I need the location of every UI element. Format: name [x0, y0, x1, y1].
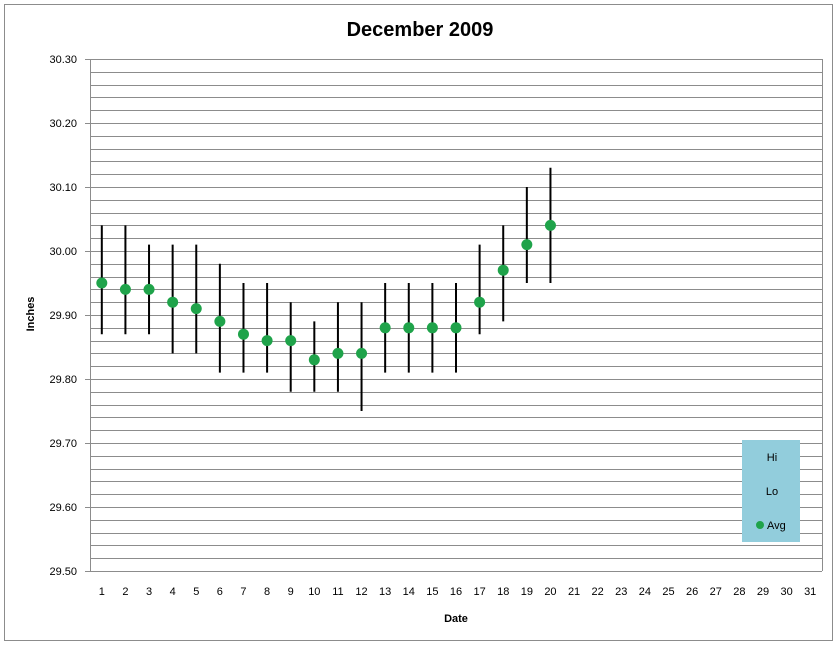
avg-point — [190, 303, 202, 315]
y-tick-label: 29.70 — [49, 438, 77, 450]
y-tick-label: 29.50 — [49, 566, 77, 578]
legend-lo: Lo — [766, 486, 778, 498]
x-tick-label: 9 — [288, 586, 294, 598]
avg-point — [143, 283, 155, 295]
y-axis-label: Inches — [25, 297, 37, 332]
x-tick-label: 30 — [780, 586, 792, 598]
x-tick-label: 10 — [308, 586, 320, 598]
y-tick-label: 29.90 — [49, 310, 77, 322]
legend-avg-marker — [756, 521, 764, 529]
avg-point — [403, 322, 415, 334]
x-tick-label: 19 — [521, 586, 533, 598]
avg-point — [544, 219, 556, 231]
x-tick-label: 13 — [379, 586, 391, 598]
legend-box — [742, 440, 800, 542]
x-tick-label: 12 — [355, 586, 367, 598]
chart-title: December 2009 — [347, 19, 494, 41]
x-tick-label: 29 — [757, 586, 769, 598]
avg-point — [96, 277, 108, 289]
avg-point — [356, 347, 368, 359]
avg-point — [308, 354, 320, 366]
legend: Hi Lo Avg — [742, 440, 800, 542]
x-tick-label: 31 — [804, 586, 816, 598]
avg-point — [285, 335, 297, 347]
x-tick-label: 18 — [497, 586, 509, 598]
avg-point — [214, 315, 226, 327]
avg-point — [497, 264, 509, 276]
y-tick-labels: 29.50 29.60 29.70 29.80 29.90 30.00 30.10 30.20… — [49, 54, 90, 578]
x-tick-label: 21 — [568, 586, 580, 598]
legend-hi: Hi — [767, 452, 777, 464]
x-tick-label: 17 — [473, 586, 485, 598]
y-tick-label: 30.00 — [49, 246, 77, 258]
avg-point — [119, 283, 131, 295]
x-tick-label: 6 — [217, 586, 223, 598]
x-tick-label: 11 — [332, 586, 343, 598]
x-tick-label: 20 — [544, 586, 556, 598]
legend-avg: Avg — [767, 520, 786, 532]
x-tick-label: 7 — [240, 586, 246, 598]
x-tick-labels: 1 2 3 4 5 6 7 8 9 10 11 12 13 14 15 16 17 18 19 20 21 22 23 24 2… — [99, 586, 817, 598]
x-tick-label: 3 — [146, 586, 152, 598]
hi-lo-ranges — [100, 167, 552, 411]
x-tick-label: 14 — [403, 586, 415, 598]
x-tick-label: 4 — [170, 586, 176, 598]
avg-point — [237, 328, 249, 340]
x-tick-label: 25 — [662, 586, 674, 598]
x-tick-label: 5 — [193, 586, 199, 598]
avg-point — [426, 322, 438, 334]
x-tick-label: 27 — [710, 586, 722, 598]
y-tick-label: 29.60 — [49, 502, 77, 514]
x-axis-label: Date — [444, 613, 468, 625]
avg-point — [332, 347, 344, 359]
x-tick-label: 23 — [615, 586, 627, 598]
avg-point — [474, 296, 486, 308]
avg-point — [521, 239, 533, 251]
x-tick-label: 24 — [639, 586, 651, 598]
x-tick-label: 1 — [99, 586, 105, 598]
y-tick-label: 30.20 — [49, 118, 77, 130]
y-tick-label: 29.80 — [49, 374, 77, 386]
y-tick-label: 30.30 — [49, 54, 77, 66]
x-tick-label: 15 — [426, 586, 438, 598]
avg-point — [379, 322, 391, 334]
avg-points — [96, 219, 556, 366]
x-tick-label: 2 — [122, 586, 128, 598]
avg-point — [450, 322, 462, 334]
x-tick-label: 8 — [264, 586, 270, 598]
x-tick-label: 22 — [592, 586, 604, 598]
x-tick-label: 26 — [686, 586, 698, 598]
x-tick-label: 28 — [733, 586, 745, 598]
avg-point — [167, 296, 179, 308]
x-tick-label: 16 — [450, 586, 462, 598]
avg-point — [261, 335, 273, 347]
y-tick-label: 30.10 — [49, 182, 77, 194]
